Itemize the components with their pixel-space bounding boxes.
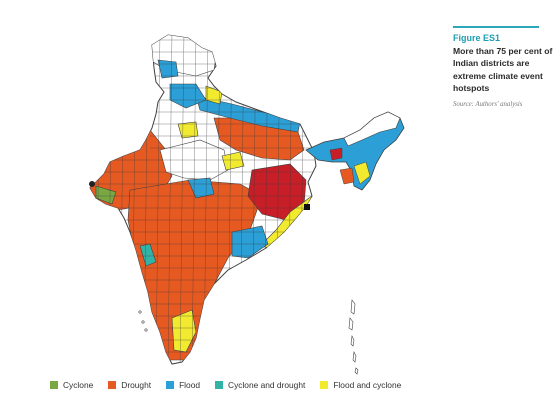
cyclone-gujarat-coast: [95, 185, 117, 205]
legend-swatch: [215, 381, 224, 389]
legend-swatch: [320, 381, 329, 389]
figure-label: Figure ES1: [453, 33, 501, 43]
northeast-drought: [339, 167, 355, 185]
legend-swatch: [50, 381, 58, 389]
legend-item-flood: Flood: [166, 380, 200, 390]
figure-caption: Figure ES1 More than 75 per cent of Indi…: [453, 26, 553, 108]
cyclone-drought-west-coast: [139, 243, 157, 267]
northeast-flood-cyclone: [353, 161, 371, 185]
figure-source: Source: Authors' analysis: [453, 100, 523, 108]
legend-swatch: [166, 381, 175, 389]
andaman-nicobar-islands: [348, 299, 359, 375]
gujarat-marker: [89, 181, 95, 187]
legend-item-cyclone: Cyclone: [50, 380, 93, 390]
map-legend: Cyclone Drought Flood Cyclone and drough…: [50, 377, 416, 393]
legend-item-drought: Drought: [108, 380, 151, 390]
caption-rule: [453, 26, 539, 28]
flood-region-south-east: [231, 225, 269, 259]
legend-swatch: [108, 381, 117, 389]
flood-patch-central: [187, 177, 215, 199]
northeast-red-patch: [329, 147, 343, 161]
legend-item-cyclone-and-drought: Cyclone and drought: [215, 380, 305, 390]
legend-label: Flood: [179, 380, 201, 390]
flood-cyclone-patch-himalaya: [205, 85, 223, 105]
legend-label: Cyclone and drought: [228, 380, 306, 390]
legend-label: Flood and cyclone: [333, 380, 402, 390]
flood-cyclone-patch-central: [221, 151, 245, 171]
flood-belt-north: [195, 95, 301, 133]
east-marker: [304, 204, 310, 210]
lakshadweep-islands: [138, 310, 148, 332]
region-fills: [90, 35, 313, 361]
legend-label: Drought: [121, 380, 152, 390]
flood-region-northwest: [169, 83, 207, 109]
northeast-no-hotspot: [343, 111, 401, 147]
figure-title: More than 75 per cent of Indian district…: [453, 46, 553, 94]
legend-label: Cyclone: [63, 380, 94, 390]
legend-item-flood-and-cyclone: Flood and cyclone: [320, 380, 401, 390]
flood-cyclone-south: [171, 309, 197, 353]
